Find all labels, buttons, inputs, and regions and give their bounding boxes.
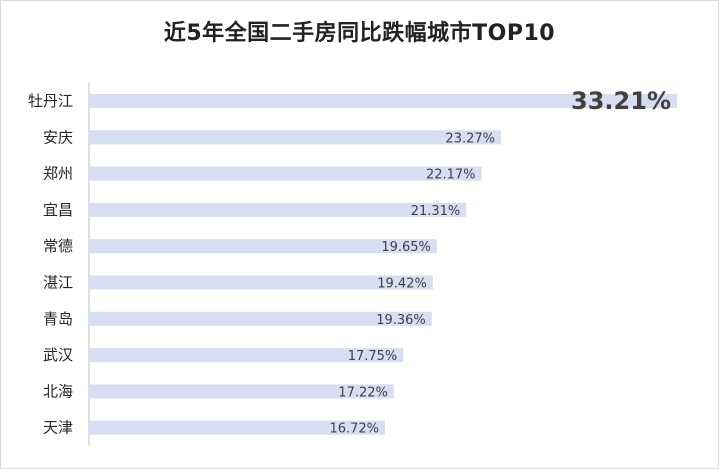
category-label-8: 北海 [43, 382, 73, 400]
data-label-8: 17.22% [338, 385, 388, 400]
category-label-7: 武汉 [43, 346, 73, 364]
data-label-0: 33.21% [571, 87, 671, 115]
bar-8 [89, 384, 394, 399]
data-label-9: 16.72% [329, 422, 379, 437]
data-label-2: 22.17% [426, 168, 476, 183]
data-label-7: 17.75% [348, 349, 398, 364]
data-label-5: 19.42% [377, 277, 427, 292]
chart-title: 近5年全国二手房同比跌幅城市TOP10 [163, 21, 556, 46]
bar-0 [89, 94, 677, 108]
category-label-2: 郑州 [43, 165, 73, 183]
data-label-4: 19.65% [381, 240, 431, 255]
category-label-6: 青岛 [43, 310, 73, 328]
bar-3 [89, 202, 467, 217]
bar-2 [89, 166, 482, 181]
category-label-5: 湛江 [43, 274, 73, 292]
data-label-1: 23.27% [445, 131, 495, 146]
bar-9 [89, 420, 386, 435]
bar-5 [89, 275, 433, 290]
category-label-3: 宜昌 [43, 201, 73, 219]
data-label-3: 21.31% [411, 204, 461, 219]
bar-4 [89, 239, 437, 254]
bar-7 [89, 348, 404, 363]
bar-6 [89, 311, 432, 326]
category-label-9: 天津 [43, 419, 73, 437]
category-label-0: 牡丹江 [28, 92, 73, 110]
data-label-6: 19.36% [376, 313, 426, 328]
category-label-1: 安庆 [43, 128, 73, 146]
category-label-4: 常德 [43, 237, 73, 255]
bar-1 [89, 130, 502, 145]
